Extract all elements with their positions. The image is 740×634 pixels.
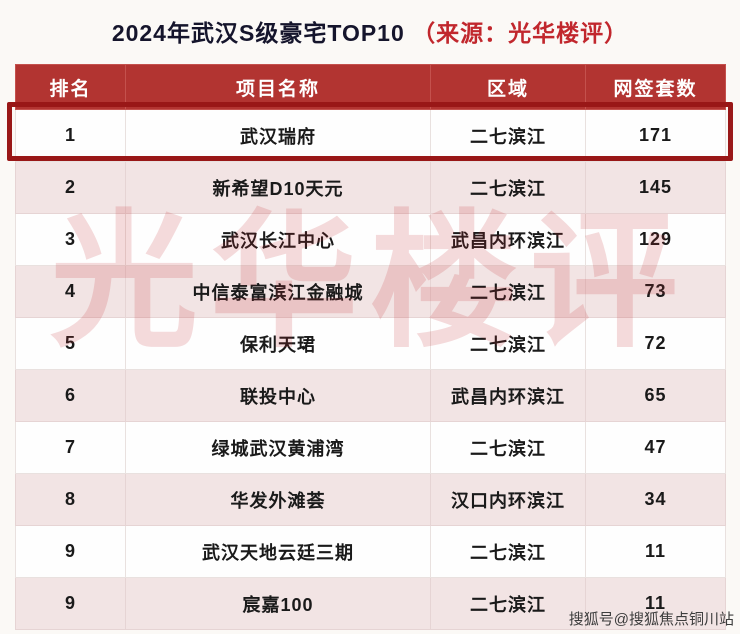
project-name-cell: 新希望D10天元 — [125, 161, 431, 214]
signed-units-cell: 34 — [585, 473, 726, 526]
table-row: 2 新希望D10天元 二七滨江 145 — [15, 161, 726, 214]
area-cell: 二七滨江 — [430, 525, 586, 578]
table-row: 3 武汉长江中心 武昌内环滨江 129 — [15, 213, 726, 266]
header-area: 区域 — [430, 64, 586, 110]
table-header-row: 排名 项目名称 区域 网签套数 — [15, 64, 726, 110]
footer-credit: 搜狐号@搜狐焦点铜川站 — [568, 611, 734, 628]
table-row: 9 武汉天地云廷三期 二七滨江 11 — [15, 525, 726, 578]
signed-units-cell: 65 — [585, 369, 726, 422]
project-name-cell: 武汉长江中心 — [125, 213, 431, 266]
table-row: 9 宸嘉100 二七滨江 11 — [15, 577, 726, 630]
area-cell: 汉口内环滨江 — [430, 473, 586, 526]
area-cell: 二七滨江 — [430, 317, 586, 370]
project-name-cell: 保利天珺 — [125, 317, 431, 370]
table-row: 7 绿城武汉黄浦湾 二七滨江 47 — [15, 421, 726, 474]
signed-units-cell: 11 — [585, 577, 726, 630]
table-row: 4 中信泰富滨江金融城 二七滨江 73 — [15, 265, 726, 318]
rank-cell: 4 — [15, 265, 126, 318]
title-source: （来源：光华楼评） — [412, 20, 629, 46]
rank-cell: 9 — [15, 577, 126, 630]
ranking-table: 排名 项目名称 区域 网签套数 1 武汉瑞府 二七滨江 171 2 新希望D10天元 二七滨… — [15, 64, 726, 630]
rank-cell: 3 — [15, 213, 126, 266]
signed-units-cell: 129 — [585, 213, 726, 266]
area-cell: 二七滨江 — [430, 265, 586, 318]
table-row: 8 华发外滩荟 汉口内环滨江 34 — [15, 473, 726, 526]
table-row: 5 保利天珺 二七滨江 72 — [15, 317, 726, 370]
signed-units-cell: 73 — [585, 265, 726, 318]
table-row: 1 武汉瑞府 二七滨江 171 — [15, 109, 726, 162]
rank-cell: 6 — [15, 369, 126, 422]
area-cell: 二七滨江 — [430, 161, 586, 214]
signed-units-cell: 145 — [585, 161, 726, 214]
table-row: 6 联投中心 武昌内环滨江 65 — [15, 369, 726, 422]
area-cell: 二七滨江 — [430, 109, 586, 162]
header-signed-units: 网签套数 — [585, 64, 726, 110]
table-body: 1 武汉瑞府 二七滨江 171 2 新希望D10天元 二七滨江 145 3 武汉长江中心 武昌内环滨… — [15, 109, 726, 630]
page-title: 2024年武汉S级豪宅TOP10 （来源：光华楼评） — [0, 14, 740, 48]
project-name-cell: 绿城武汉黄浦湾 — [125, 421, 431, 474]
signed-units-cell: 11 — [585, 525, 726, 578]
area-cell: 二七滨江 — [430, 577, 586, 630]
project-name-cell: 华发外滩荟 — [125, 473, 431, 526]
rank-cell: 8 — [15, 473, 126, 526]
area-cell: 武昌内环滨江 — [430, 369, 586, 422]
project-name-cell: 武汉瑞府 — [125, 109, 431, 162]
title-main: 2024年武汉S级豪宅TOP10 — [111, 20, 405, 46]
rank-cell: 9 — [15, 525, 126, 578]
rank-cell: 7 — [15, 421, 126, 474]
area-cell: 二七滨江 — [430, 421, 586, 474]
signed-units-cell: 47 — [585, 421, 726, 474]
signed-units-cell: 171 — [585, 109, 726, 162]
project-name-cell: 中信泰富滨江金融城 — [125, 265, 431, 318]
rank-cell: 2 — [15, 161, 126, 214]
rank-cell: 1 — [15, 109, 126, 162]
area-cell: 武昌内环滨江 — [430, 213, 586, 266]
project-name-cell: 联投中心 — [125, 369, 431, 422]
rank-cell: 5 — [15, 317, 126, 370]
project-name-cell: 武汉天地云廷三期 — [125, 525, 431, 578]
header-rank: 排名 — [15, 64, 126, 110]
header-project-name: 项目名称 — [125, 64, 431, 110]
signed-units-cell: 72 — [585, 317, 726, 370]
project-name-cell: 宸嘉100 — [125, 577, 431, 630]
